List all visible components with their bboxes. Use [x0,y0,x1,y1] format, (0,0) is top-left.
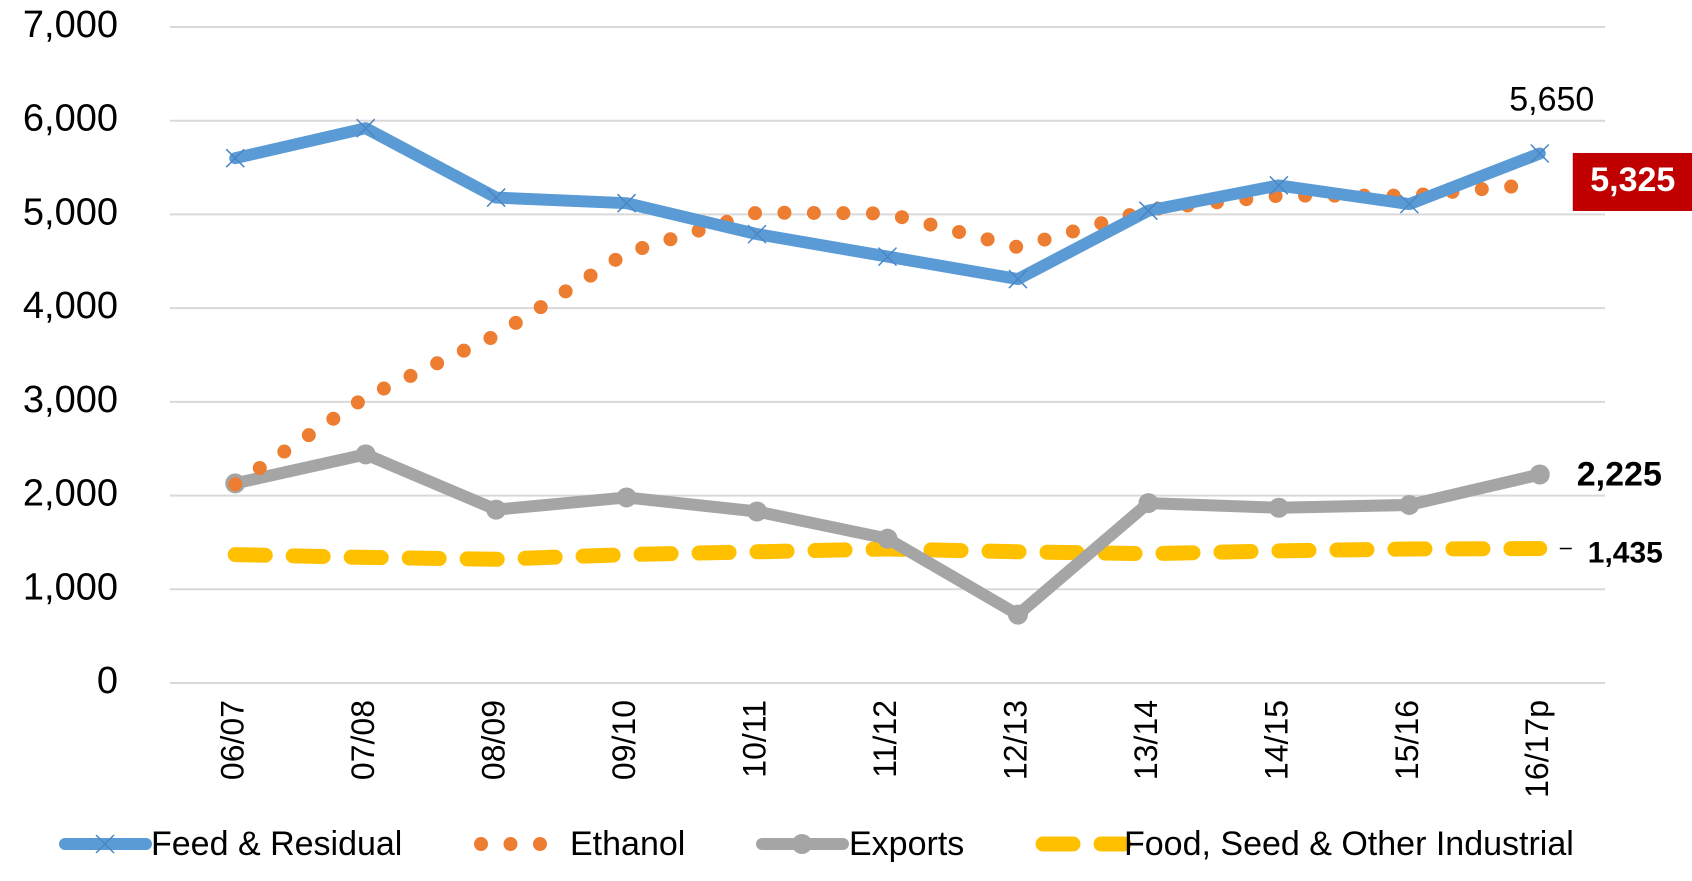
x-tick-label: 13/14 [1128,700,1164,780]
x-tick-label: 15/16 [1389,700,1425,780]
x-tick-label: 12/13 [997,700,1033,780]
x-tick-label: 11/12 [867,700,903,778]
marker [225,148,245,168]
marker [792,834,812,854]
marker [1268,497,1289,518]
marker [356,118,376,138]
marker [877,528,898,549]
data-label: 5,325 [1590,161,1675,199]
marker [1008,269,1028,289]
y-tick-label: 2,000 [23,473,118,515]
marker [1399,194,1419,214]
marker [1269,175,1289,195]
x-tick-label: 16/17p [1519,700,1555,798]
y-tick-label: 7,000 [23,4,118,46]
marker [877,247,898,267]
marker [1007,604,1028,625]
y-tick-label: 1,000 [23,566,118,608]
series [227,541,1548,567]
marker [747,224,767,244]
marker [1529,464,1550,485]
x-tick-label: 08/09 [476,700,512,780]
marker [355,444,376,465]
y-tick-label: 4,000 [23,285,118,327]
x-tick-label: 09/10 [606,700,642,780]
marker [747,501,768,522]
series-line [227,541,1548,567]
marker [617,193,637,213]
marker [616,487,637,508]
marker [1399,494,1420,515]
data-label: 2,225 [1577,455,1662,493]
y-tick-label: 0 [97,660,118,702]
x-tick-label: 10/11 [736,700,772,778]
marker [1138,493,1159,514]
series-line [228,176,1547,492]
legend-label: Feed & Residual [151,825,402,863]
marker [1138,201,1158,221]
series [225,444,1550,625]
x-tick-label: 07/08 [345,700,381,780]
data-label: 1,435 [1588,536,1663,569]
legend-label: Ethanol [570,825,685,863]
legend-label: Exports [849,825,964,863]
marker [486,499,507,520]
legend-label: Food, Seed & Other Industrial [1124,825,1574,863]
data-label: 5,650 [1509,80,1594,118]
marker [486,188,506,208]
y-tick-label: 3,000 [23,379,118,421]
series [228,176,1547,492]
y-tick-label: 6,000 [23,98,118,140]
marker [95,834,115,854]
marker [1530,143,1550,164]
x-tick-label: 14/15 [1258,700,1294,780]
series [225,118,1550,289]
data-label-box [1572,152,1692,211]
y-tick-label: 5,000 [23,191,118,233]
x-tick-label: 06/07 [215,700,251,780]
